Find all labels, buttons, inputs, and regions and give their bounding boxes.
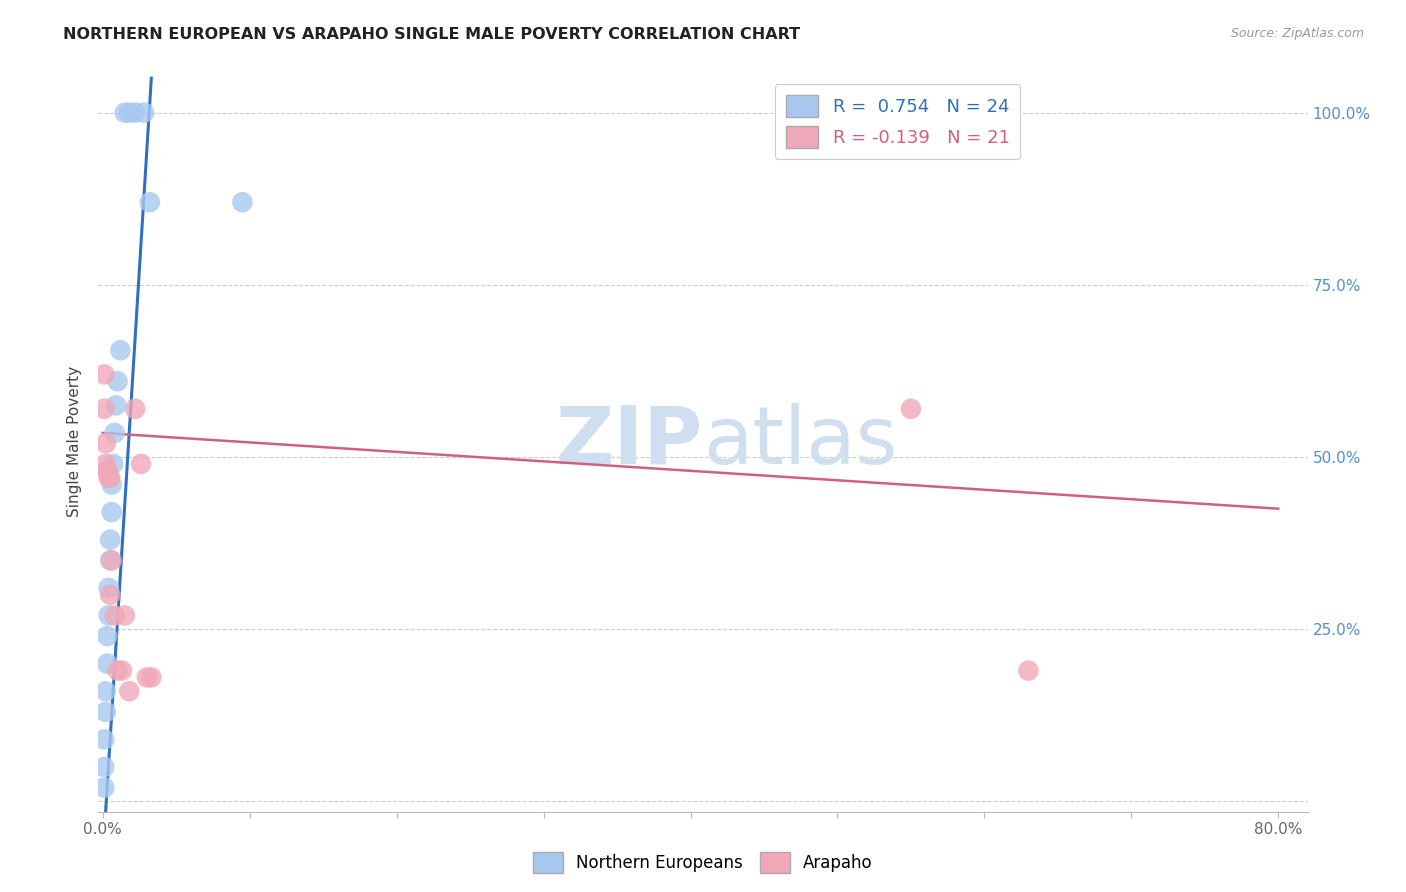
Point (141, 670, 163, 684)
Point (107, 664, 129, 678)
Y-axis label: Single Male Poverty: Single Male Poverty (67, 366, 83, 517)
Point (101, 457, 124, 471)
Point (124, 105, 146, 120)
Point (98, 471, 121, 485)
Point (124, 401, 146, 416)
Legend: R =  0.754   N = 24, R = -0.139   N = 21: R = 0.754 N = 24, R = -0.139 N = 21 (775, 84, 1021, 159)
Point (96, 629, 118, 643)
Point (97, 471, 120, 485)
Point (98, 553, 121, 567)
Point (118, 105, 141, 120)
Point (96, 464, 118, 478)
Point (132, 105, 155, 120)
Point (97, 581, 120, 595)
Point (93, 780, 115, 795)
Text: NORTHERN EUROPEAN VS ARAPAHO SINGLE MALE POVERTY CORRELATION CHART: NORTHERN EUROPEAN VS ARAPAHO SINGLE MALE… (63, 27, 800, 42)
Point (100, 505, 122, 519)
Text: Source: ZipAtlas.com: Source: ZipAtlas.com (1230, 27, 1364, 40)
Point (96, 657, 118, 671)
Point (135, 670, 157, 684)
Point (100, 553, 122, 567)
Point (94, 684, 117, 698)
Point (107, 374, 129, 388)
Point (114, 608, 136, 623)
Point (96, 464, 118, 478)
Point (97, 608, 120, 623)
Point (1017, 664, 1039, 678)
Point (105, 398, 128, 412)
Point (93, 760, 115, 774)
Point (900, 401, 922, 416)
Text: atlas: atlas (703, 402, 897, 481)
Point (93, 732, 115, 747)
Point (103, 425, 125, 440)
Point (103, 608, 125, 623)
Point (98, 533, 121, 547)
Point (139, 195, 162, 210)
Point (111, 664, 134, 678)
Point (110, 343, 132, 358)
Point (100, 477, 122, 491)
Point (94, 457, 117, 471)
Point (93, 401, 115, 416)
Point (94, 705, 117, 719)
Point (94, 436, 117, 450)
Point (93, 368, 115, 382)
Point (231, 195, 253, 210)
Point (118, 684, 141, 698)
Point (129, 457, 152, 471)
Legend: Northern Europeans, Arapaho: Northern Europeans, Arapaho (526, 846, 880, 880)
Text: ZIP: ZIP (555, 402, 703, 481)
Point (98, 588, 121, 602)
Point (114, 105, 136, 120)
